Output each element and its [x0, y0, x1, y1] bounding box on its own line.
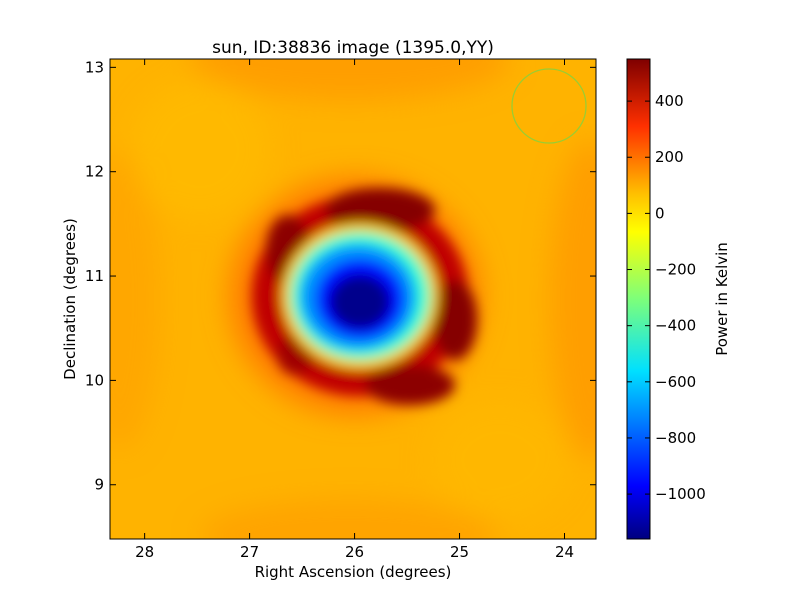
colorbar-ticks: 400 200 0 −200 −400 −600 −800 −1000 — [627, 92, 706, 503]
y-tick-label: 12 — [85, 163, 104, 181]
x-axis-label: Right Ascension (degrees) — [255, 563, 452, 581]
x-tick-label: 26 — [345, 543, 364, 561]
chart-title: sun, ID:38836 image (1395.0,YY) — [212, 38, 494, 58]
y-tick-label: 10 — [85, 371, 104, 389]
heatmap-image — [110, 59, 596, 539]
colorbar-tick-label: −400 — [655, 317, 696, 335]
colorbar-tick-label: −200 — [655, 261, 696, 279]
colorbar-tick-label: 0 — [655, 204, 665, 222]
plot-frame — [109, 58, 597, 540]
y-axis: 9 10 11 12 13 — [85, 58, 596, 494]
x-axis: 28 27 26 25 24 — [135, 59, 574, 561]
colorbar-tick-label: 400 — [655, 92, 684, 110]
y-axis-label: Declination (degrees) — [61, 218, 79, 380]
y-tick-label: 11 — [85, 267, 104, 285]
x-tick-label: 24 — [555, 543, 574, 561]
beam-circle — [511, 68, 587, 144]
x-tick-label: 28 — [135, 543, 154, 561]
colorbar-tick-label: −800 — [655, 429, 696, 447]
y-tick-label: 13 — [85, 58, 104, 76]
colorbar — [626, 58, 651, 540]
y-tick-label: 9 — [94, 476, 104, 494]
colorbar-tick-label: −1000 — [655, 485, 706, 503]
x-tick-label: 27 — [240, 543, 259, 561]
colorbar-tick-label: 200 — [655, 148, 684, 166]
x-tick-label: 25 — [450, 543, 469, 561]
colorbar-tick-label: −600 — [655, 373, 696, 391]
colorbar-label: Power in Kelvin — [713, 242, 731, 356]
